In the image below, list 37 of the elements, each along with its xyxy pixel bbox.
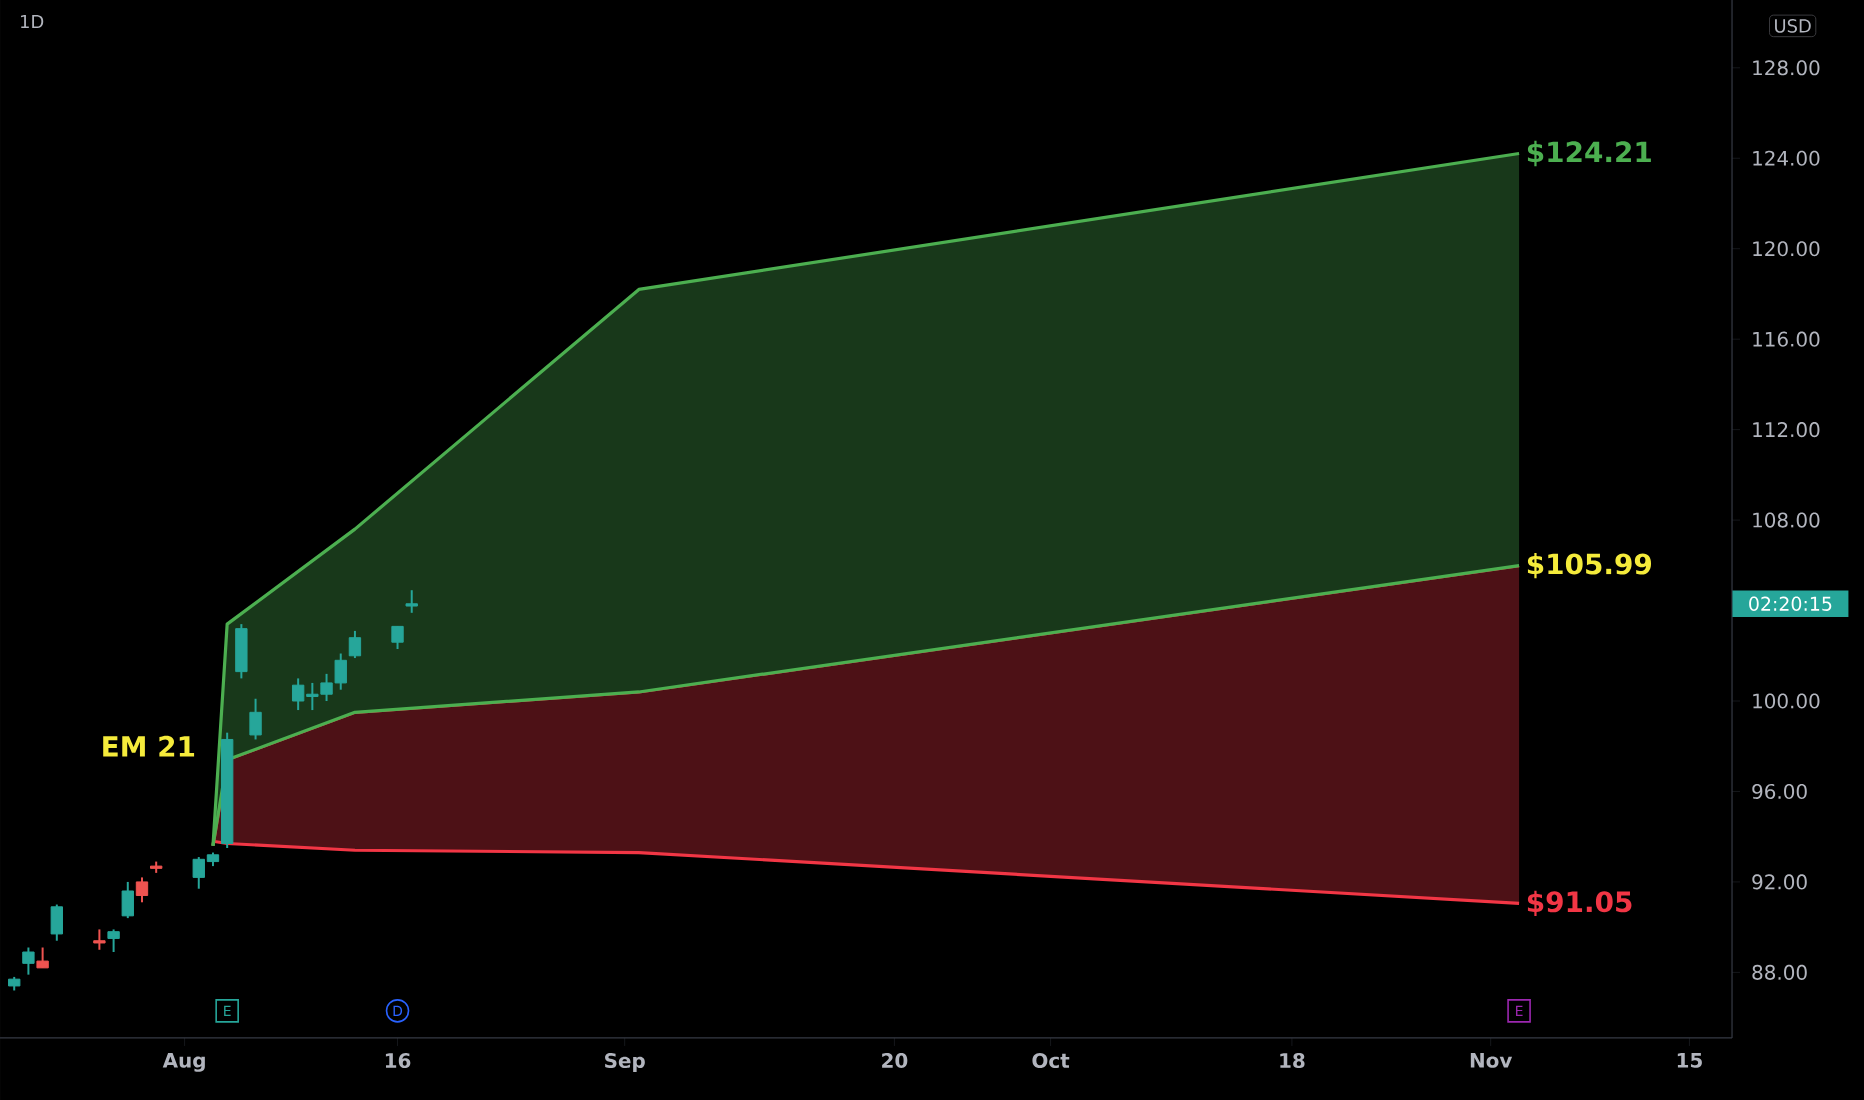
annotation: $124.21 [1527,140,1651,167]
candlestick [348,629,362,660]
y-tick-label: 100.00 [1753,693,1820,709]
candlestick [50,903,63,942]
y-tick-label: 116.00 [1753,331,1820,347]
y-tick-label: 108.00 [1753,512,1820,528]
y-tick-label: 120.00 [1753,241,1820,257]
candlestick [405,589,418,614]
x-tick-label: Oct [1032,1052,1070,1069]
x-tick-label: Sep [605,1052,645,1072]
text: 1D [21,15,44,29]
y-tick-label: 124.00 [1753,150,1820,166]
y-tick-label: 96.00 [1752,783,1807,799]
candlestick [249,697,262,741]
candlestick [121,880,134,920]
candlestick [107,928,120,954]
x-tick-label: 15 [1677,1053,1702,1068]
x-tick-label: 16 [385,1053,411,1069]
y-tick-label: 128.00 [1753,60,1820,76]
x-tick-label: Nov [1470,1053,1513,1068]
annotation: EM 21 [103,735,195,757]
x-tick-label: Aug [162,1053,205,1072]
candlestick [93,928,106,951]
candlestick [235,623,248,680]
candlestick [391,625,404,650]
candlestick [36,946,49,969]
candlestick [22,946,35,976]
x-tick-label: 20 [882,1052,908,1069]
annotation: $105.99 [1527,552,1652,579]
text: 02:20:15 [1749,596,1832,611]
candlestick [135,876,149,904]
annotation: $91.05 [1527,890,1632,917]
x-tick-label: 18 [1280,1052,1305,1069]
y-tick-label: 112.00 [1753,422,1820,438]
text: USD [1775,19,1811,33]
y-tick-label: 88.00 [1752,964,1807,980]
y-tick-label: 92.00 [1752,874,1807,890]
